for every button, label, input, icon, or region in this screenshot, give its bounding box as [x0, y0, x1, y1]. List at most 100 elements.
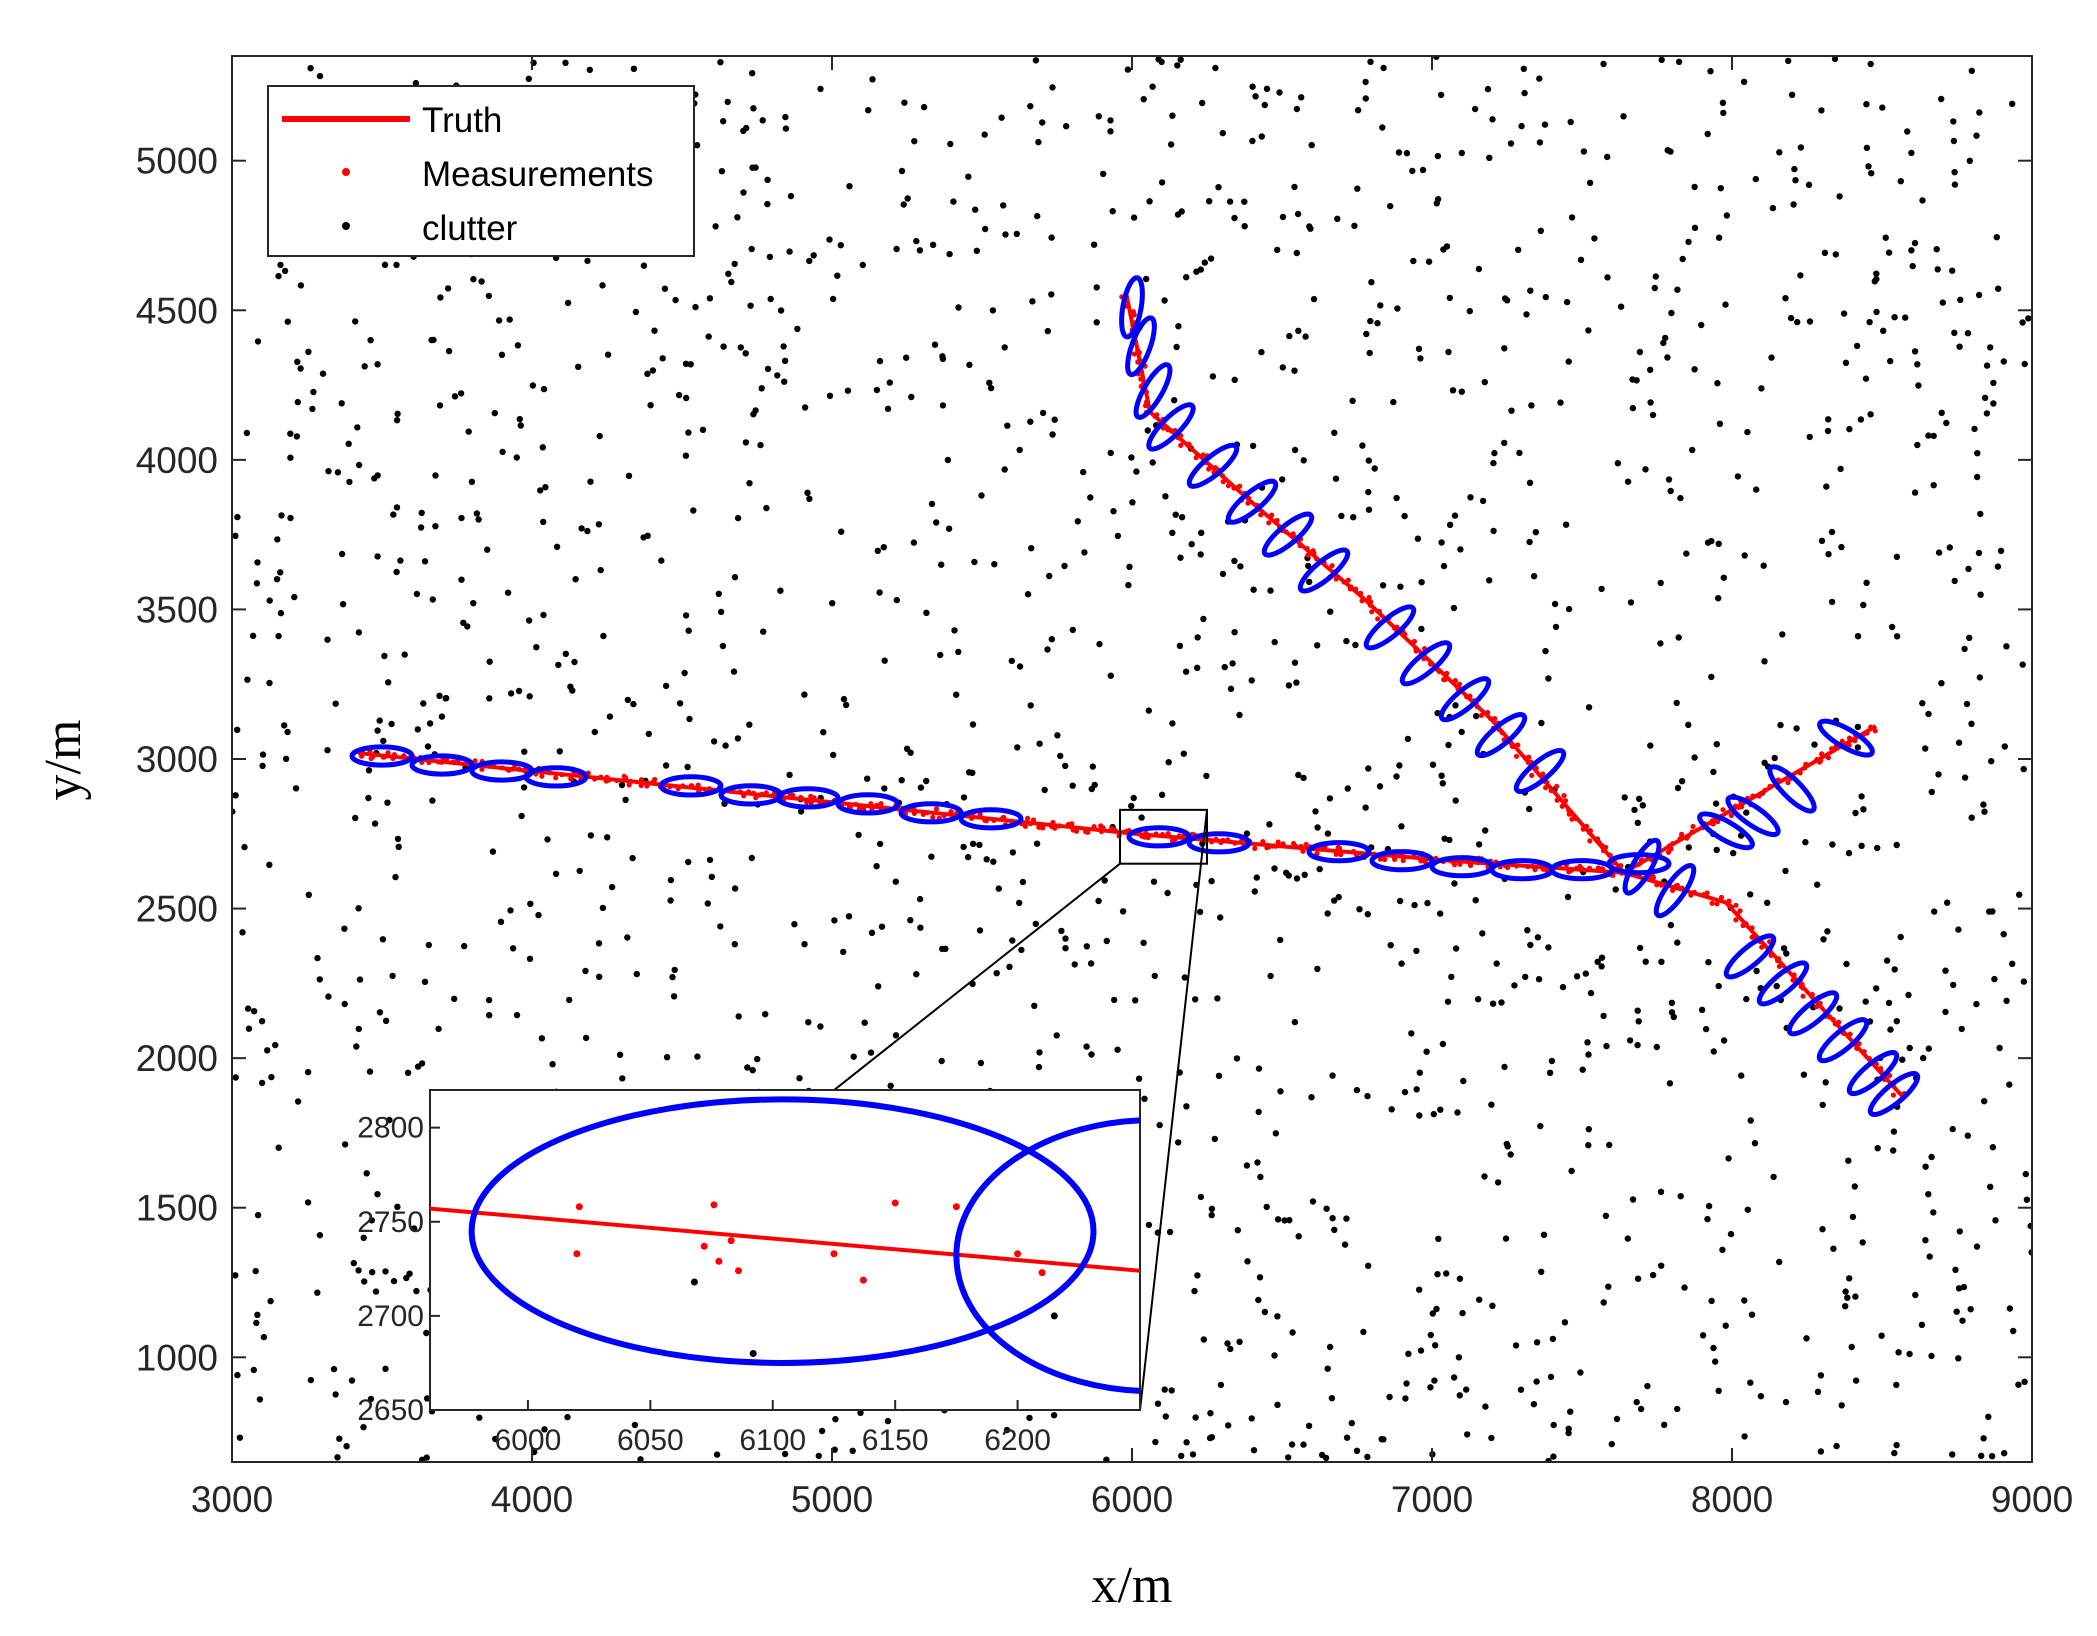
clutter-point — [1631, 806, 1638, 814]
clutter-point — [1527, 941, 1534, 949]
inset-measurement-point — [700, 1242, 708, 1250]
clutter-point — [1633, 377, 1640, 384]
clutter-point — [1911, 489, 1919, 496]
clutter-point — [1014, 744, 1021, 751]
clutter-point — [586, 66, 593, 74]
clutter-point — [1897, 933, 1904, 941]
clutter-point — [1009, 849, 1017, 856]
clutter-point — [371, 820, 379, 827]
clutter-point — [417, 524, 425, 531]
inset-clutter-point — [749, 1350, 757, 1358]
clutter-point — [275, 1144, 282, 1151]
measurement-point — [1505, 864, 1511, 871]
measurement-point — [1451, 862, 1458, 868]
clutter-point — [1832, 251, 1840, 258]
clutter-point — [1194, 664, 1201, 671]
clutter-point — [1541, 121, 1549, 128]
clutter-point — [1450, 604, 1458, 612]
measurement-point — [811, 795, 817, 801]
clutter-point — [750, 105, 757, 112]
clutter-point — [1744, 428, 1751, 436]
clutter-point — [923, 777, 930, 785]
clutter-point — [1865, 163, 1872, 170]
clutter-point — [316, 72, 324, 80]
clutter-point — [743, 124, 750, 132]
clutter-point — [1035, 1063, 1043, 1071]
clutter-point — [1791, 165, 1798, 173]
clutter-point — [1310, 295, 1318, 303]
clutter-point — [1975, 549, 1983, 557]
clutter-point — [1987, 1183, 1994, 1191]
measurement-point — [1338, 852, 1344, 858]
clutter-point — [781, 1450, 789, 1458]
clutter-point — [876, 589, 883, 596]
clutter-point — [2000, 931, 2007, 938]
measurement-point — [1679, 831, 1685, 838]
clutter-point — [1429, 761, 1437, 768]
clutter-point — [868, 929, 876, 936]
clutter-point — [1988, 758, 1995, 765]
clutter-point — [969, 840, 977, 847]
inset-x-tick-label: 6100 — [739, 1424, 806, 1457]
clutter-point — [1416, 1069, 1424, 1076]
clutter-point — [393, 261, 400, 269]
clutter-point — [305, 348, 312, 355]
clutter-point — [529, 382, 537, 389]
clutter-point — [1408, 1030, 1415, 1037]
clutter-point — [1203, 772, 1210, 780]
clutter-point — [1305, 562, 1312, 570]
clutter-point — [1291, 446, 1299, 454]
clutter-point — [1974, 473, 1981, 481]
clutter-point — [1997, 547, 2005, 554]
gate-ellipse — [1816, 1017, 1870, 1064]
clutter-point — [1411, 901, 1418, 909]
clutter-point — [1873, 985, 1880, 992]
measurement-point — [1304, 546, 1310, 552]
clutter-point — [1573, 973, 1581, 980]
clutter-point — [725, 270, 732, 277]
measurement-point — [680, 783, 686, 789]
measurement-point — [1529, 772, 1535, 779]
measurement-point — [1269, 512, 1275, 518]
clutter-point — [1715, 982, 1722, 990]
clutter-point — [1463, 1386, 1470, 1393]
clutter-point — [1959, 1317, 1966, 1324]
inset-content — [430, 1096, 1140, 1394]
clutter-point — [1124, 66, 1132, 73]
clutter-point — [584, 527, 591, 535]
clutter-point — [258, 1018, 266, 1025]
clutter-point — [413, 590, 421, 598]
measurement-point — [1790, 977, 1796, 983]
clutter-point — [542, 484, 549, 491]
measurement-point — [1868, 724, 1874, 730]
clutter-point — [1675, 634, 1682, 641]
clutter-point — [541, 1426, 548, 1433]
clutter-point — [1983, 410, 1991, 417]
clutter-point — [1140, 939, 1147, 946]
clutter-point — [1343, 1434, 1351, 1441]
clutter-point — [470, 600, 477, 607]
clutter-point — [1414, 535, 1422, 542]
clutter-point — [1545, 944, 1552, 951]
clutter-point — [264, 1047, 271, 1054]
clutter-point — [360, 1234, 367, 1242]
clutter-point — [624, 696, 632, 704]
clutter-point — [436, 402, 444, 409]
clutter-point — [1093, 319, 1100, 326]
clutter-point — [1584, 1039, 1591, 1046]
clutter-point — [2021, 1378, 2028, 1386]
clutter-point — [254, 1211, 262, 1219]
clutter-point — [1915, 382, 1922, 389]
clutter-point — [1820, 936, 1827, 943]
measurement-point — [1264, 845, 1270, 851]
clutter-point — [1685, 844, 1693, 851]
clutter-point — [1388, 1106, 1395, 1113]
clutter-point — [1305, 1422, 1313, 1430]
clutter-point — [993, 970, 1000, 977]
clutter-point — [1542, 647, 1549, 655]
measurement-point — [426, 759, 432, 766]
clutter-point — [1785, 57, 1792, 65]
clutter-point — [616, 1051, 624, 1059]
clutter-point — [1882, 234, 1889, 241]
clutter-point — [2020, 765, 2027, 773]
